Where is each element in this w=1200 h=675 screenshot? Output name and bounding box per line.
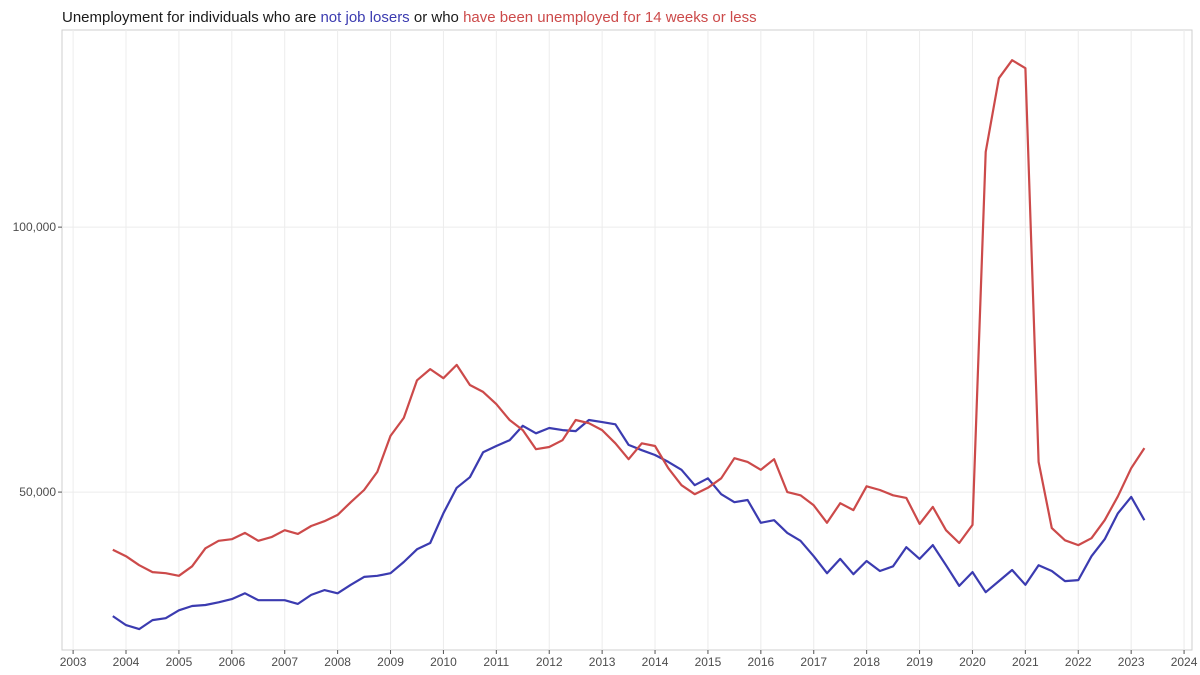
- x-tick-label: 2013: [589, 655, 616, 669]
- x-tick-label: 2003: [60, 655, 87, 669]
- x-tick-label: 2012: [536, 655, 563, 669]
- x-tick-label: 2006: [218, 655, 245, 669]
- y-tick-label: 100,000: [13, 220, 57, 234]
- x-tick-label: 2016: [747, 655, 774, 669]
- series-line: [112, 59, 1146, 577]
- x-tick-label: 2010: [430, 655, 457, 669]
- x-tick-label: 2009: [377, 655, 404, 669]
- legend-entry: not job losers: [320, 9, 409, 26]
- x-tick-label: 2022: [1065, 655, 1092, 669]
- x-tick-label: 2024: [1171, 655, 1198, 669]
- x-tick-label: 2007: [271, 655, 298, 669]
- x-tick-label: 2014: [642, 655, 669, 669]
- x-tick-label: 2008: [324, 655, 351, 669]
- x-tick-label: 2018: [853, 655, 880, 669]
- series-line: [112, 418, 1146, 631]
- x-tick-label: 2015: [695, 655, 722, 669]
- legend-entry: have been unemployed for 14 weeks or les…: [463, 9, 757, 26]
- title-part: or who: [414, 9, 459, 26]
- x-tick-label: 2023: [1118, 655, 1145, 669]
- x-tick-label: 2011: [483, 655, 509, 669]
- x-tick-label: 2019: [906, 655, 933, 669]
- x-tick-label: 2005: [166, 655, 193, 669]
- x-tick-label: 2004: [113, 655, 140, 669]
- x-tick-label: 2017: [800, 655, 827, 669]
- x-tick-label: 2020: [959, 655, 986, 669]
- chart-title: Unemployment for individuals who are not…: [62, 9, 757, 26]
- y-tick-label: 50,000: [19, 485, 56, 499]
- plot-border: [61, 29, 1193, 651]
- x-tick-label: 2021: [1012, 655, 1039, 669]
- title-part: Unemployment for individuals who are: [62, 9, 316, 26]
